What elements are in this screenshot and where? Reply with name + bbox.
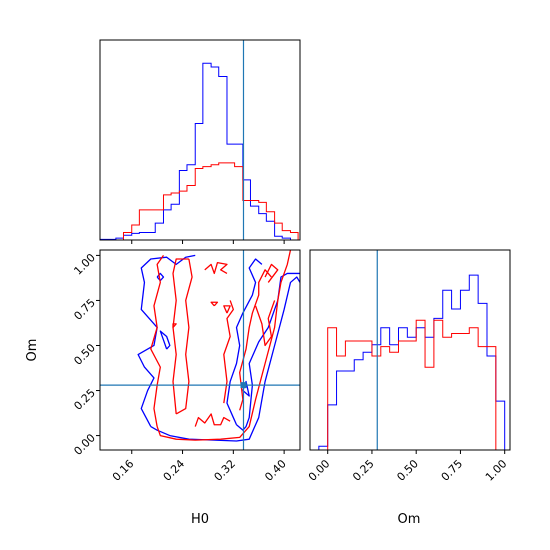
contour-red-line: [175, 258, 193, 415]
contour-red-line: [223, 300, 234, 404]
contour-ytick-label: 0.75: [71, 296, 98, 323]
contour-red-line: [194, 413, 231, 427]
contour-red-line: [156, 250, 292, 441]
contour-red-line: [239, 269, 272, 411]
contour-blue-line: [226, 258, 263, 426]
om-hist-xtick-label: 1.00: [483, 457, 510, 484]
contour-red-line: [150, 255, 165, 427]
om-hist-red-series: [318, 319, 505, 451]
contour-ytick-label: 0.50: [71, 341, 98, 368]
contour-red-line: [254, 300, 276, 347]
contour-red-line: [210, 301, 219, 307]
contour-blue-line: [150, 276, 300, 442]
om-axis-label: Om: [398, 512, 421, 527]
contour-red-line: [204, 261, 228, 275]
contour-ytick-label: 1.00: [71, 251, 98, 278]
contour-xtick-label: 0.16: [110, 457, 137, 484]
om-hist-xtick-label: 0.00: [306, 457, 333, 484]
contour-blue-line: [137, 254, 196, 427]
contour-frame: [99, 249, 301, 451]
contour-blue-line: [159, 330, 171, 350]
om-hist-blue-series: [318, 274, 506, 450]
truth-marker: [240, 382, 247, 389]
contour-xtick-label: 0.24: [161, 457, 188, 484]
contour-xtick-label: 0.40: [262, 457, 289, 484]
h0-axis-label: H0: [191, 512, 209, 527]
contour-red-line: [264, 263, 279, 283]
h0-hist-blue-series: [99, 62, 299, 241]
contour-red-line: [172, 323, 177, 328]
contour-blue-line: [236, 272, 300, 431]
om-y-axis-label: Om: [25, 339, 40, 362]
h0-hist-red-series: [100, 162, 299, 241]
om-histogram-panel: 0.00 0.25 0.50 0.75 1.00: [306, 249, 511, 484]
om-hist-frame: [309, 249, 511, 451]
om-hist-xtick-label: 0.25: [350, 457, 377, 484]
contour-ytick-label: 0.25: [71, 386, 98, 413]
om-hist-xtick-label: 0.50: [394, 457, 421, 484]
om-hist-xtick-label: 0.75: [439, 457, 466, 484]
h0-histogram-panel: [99, 39, 301, 244]
contour-xtick-label: 0.32: [212, 457, 239, 484]
h0-om-contour-panel: 0.16 0.24 0.32 0.40 0.00 0.25 0.50 0.75 1.00: [71, 249, 301, 484]
contour-red-line: [172, 258, 189, 415]
contour-ytick-label: 0.00: [71, 431, 98, 458]
contour-red-line: [223, 305, 231, 314]
contour-layer: [137, 250, 300, 442]
h0-hist-frame: [99, 39, 301, 241]
